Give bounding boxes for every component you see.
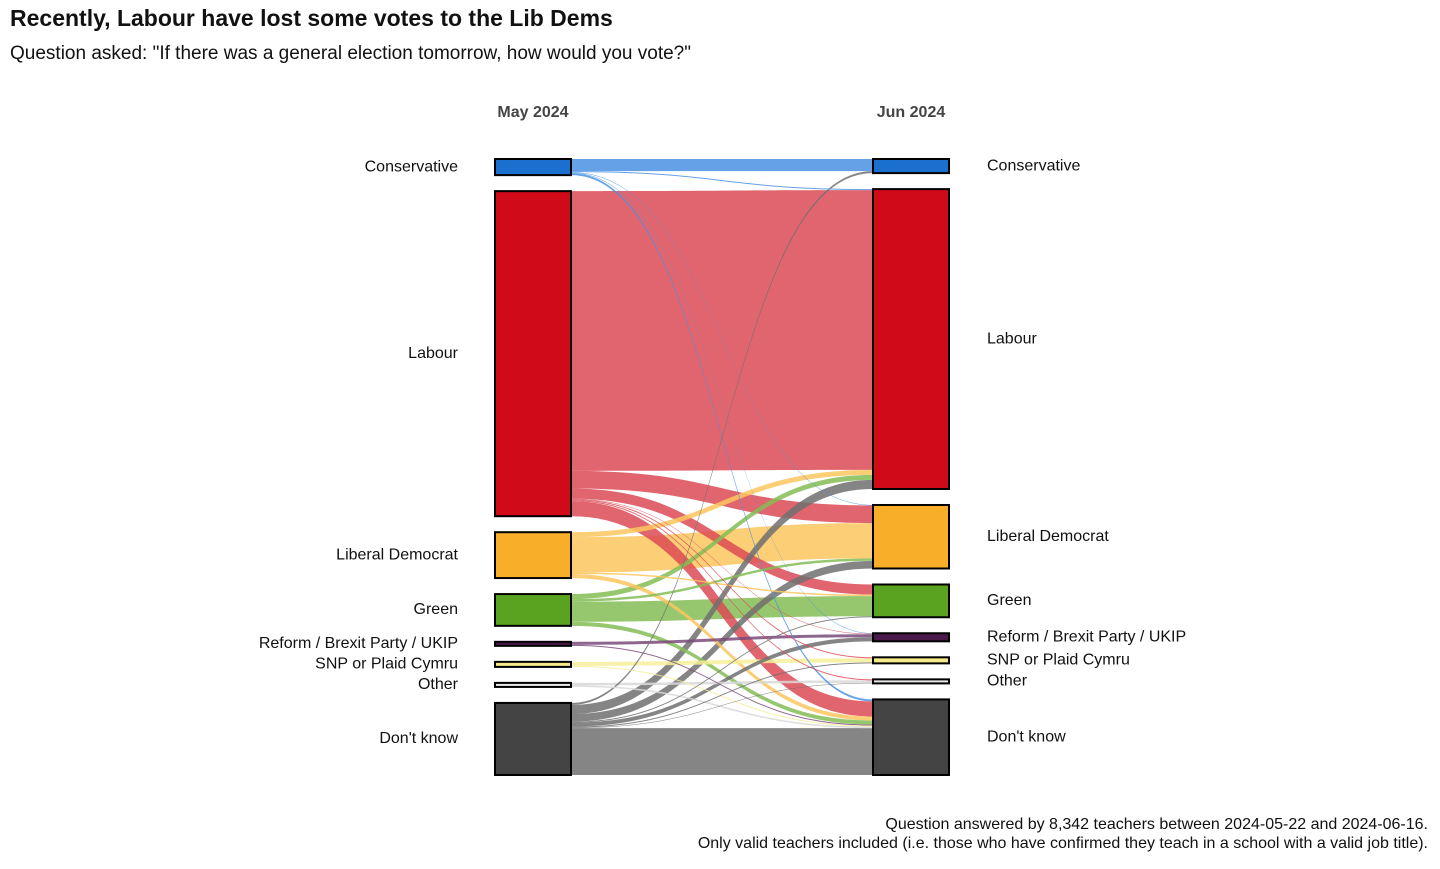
flow xyxy=(571,498,873,635)
flow xyxy=(571,728,873,775)
node-label: Reform / Brexit Party / UKIP xyxy=(259,635,458,652)
node-label: Don't know xyxy=(987,728,1066,745)
flow xyxy=(571,658,873,666)
flow xyxy=(571,501,873,717)
node xyxy=(494,190,572,518)
flow xyxy=(571,665,873,727)
chart-subtitle: Question asked: "If there was a general … xyxy=(10,43,691,64)
flow xyxy=(571,500,873,681)
flow xyxy=(571,685,873,729)
node-label: Reform / Brexit Party / UKIP xyxy=(987,629,1186,646)
node xyxy=(494,593,572,627)
flow xyxy=(571,644,873,726)
node-label: Conservative xyxy=(987,157,1080,174)
column-header: May 2024 xyxy=(497,104,568,121)
flow xyxy=(571,523,873,573)
node xyxy=(872,158,950,175)
node-label: Other xyxy=(987,673,1028,690)
flow xyxy=(571,621,873,725)
node xyxy=(494,681,572,688)
node xyxy=(872,503,950,570)
node xyxy=(872,678,950,685)
node xyxy=(872,583,950,619)
flow xyxy=(571,488,873,595)
node-label: Don't know xyxy=(379,730,458,747)
flow xyxy=(571,574,873,721)
node xyxy=(872,188,950,490)
node xyxy=(494,660,572,668)
flow xyxy=(571,560,873,722)
footnote: Only valid teachers included (i.e. those… xyxy=(698,835,1428,852)
flow xyxy=(571,171,873,705)
node-label: Other xyxy=(418,676,459,693)
node-label: Green xyxy=(987,592,1031,609)
flow xyxy=(571,171,873,191)
node xyxy=(494,531,572,580)
flow xyxy=(571,572,873,597)
node-label: Liberal Democrat xyxy=(987,528,1109,545)
flow xyxy=(571,634,873,645)
footnote: Question answered by 8,342 teachers betw… xyxy=(885,816,1428,833)
chart-title: Recently, Labour have lost some votes to… xyxy=(10,5,613,31)
node xyxy=(872,698,950,777)
node xyxy=(494,158,572,177)
node-label: Conservative xyxy=(365,158,458,175)
flow xyxy=(571,474,873,600)
node xyxy=(872,632,950,643)
node-label: Labour xyxy=(408,345,458,362)
flow xyxy=(571,499,873,659)
node-label: Liberal Democrat xyxy=(336,546,458,563)
flow xyxy=(571,558,873,602)
node xyxy=(872,656,950,665)
flow xyxy=(571,616,873,723)
flow xyxy=(571,662,873,728)
flow xyxy=(571,159,873,172)
node-label: Green xyxy=(414,601,458,618)
flow xyxy=(571,682,873,729)
column-header: Jun 2024 xyxy=(877,104,946,121)
node-label: Labour xyxy=(987,330,1037,347)
flow xyxy=(571,190,873,471)
node xyxy=(494,640,572,647)
flow xyxy=(571,172,873,634)
flow xyxy=(571,469,873,538)
node-label: SNP or Plaid Cymru xyxy=(315,656,458,673)
flow xyxy=(571,172,873,506)
node-label: SNP or Plaid Cymru xyxy=(987,652,1130,669)
flow xyxy=(571,680,873,686)
flow xyxy=(571,479,873,715)
node xyxy=(494,701,572,776)
